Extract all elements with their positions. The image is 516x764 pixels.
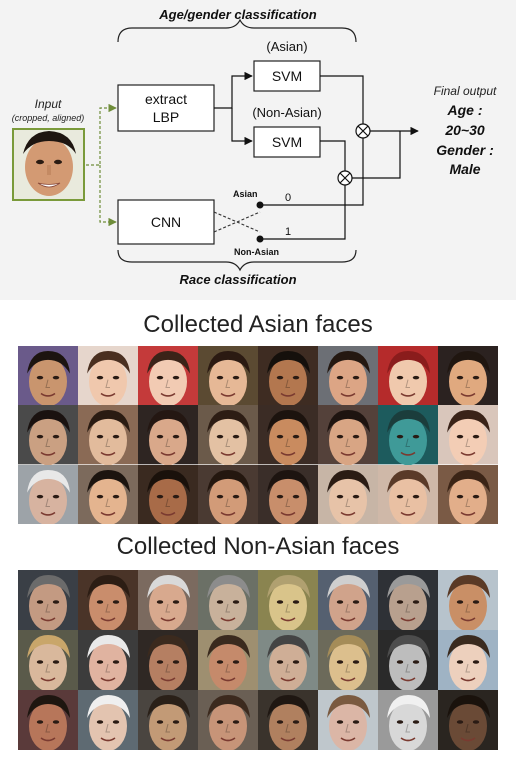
final-output-label: Final output (434, 84, 497, 98)
asian-face-tile (78, 346, 138, 406)
output-zero-label: 0 (285, 192, 291, 204)
pipeline-diagram-canvas: Age/gender classification Input (cropped… (12, 7, 497, 287)
asian-face-tile (378, 405, 438, 465)
non-asian-face-tile (318, 570, 378, 630)
svm-asian-output-line (320, 75, 364, 124)
switch-asian-label: Asian (233, 189, 258, 199)
asian-face-tile (18, 464, 78, 524)
input-sublabel: (cropped, aligned) (12, 113, 85, 123)
non-asian-face-tile (258, 630, 318, 690)
asian-face-tile (378, 464, 438, 524)
asian-branch-label: (Asian) (266, 39, 307, 54)
lbp-box (117, 84, 215, 132)
non-asian-face-tile (78, 690, 138, 750)
top-title: Age/gender classification (158, 7, 317, 22)
asian-face-tile (258, 346, 318, 406)
non-asian-face-tile (378, 570, 438, 630)
non-asian-face-tile (18, 630, 78, 690)
non-asian-face-tile (438, 690, 498, 750)
asian-face-tile (78, 405, 138, 465)
asian-face-tile (138, 464, 198, 524)
asian-face-tile (198, 346, 258, 406)
asian-face-tile (378, 346, 438, 406)
switch-non-asian-label: Non-Asian (234, 247, 279, 257)
non-asian-face-tile (438, 570, 498, 630)
top-brace (117, 18, 357, 43)
bottom-title: Race classification (179, 272, 296, 287)
asian-face-tile (18, 405, 78, 465)
asian-face-tile (18, 346, 78, 406)
non-asian-face-tile (78, 630, 138, 690)
multiplier-bottom (337, 170, 353, 186)
svm-non-asian-output-line (320, 140, 346, 171)
svm-non-asian-label: SVM (272, 134, 302, 150)
output-one-label: 1 (285, 226, 291, 238)
input-to-lbp-arrow (86, 103, 117, 166)
result-line-age-value: 20~30 (444, 122, 485, 138)
result-line-gender-value: Male (449, 161, 480, 177)
bottom-brace (117, 249, 357, 272)
non-asian-face-tile (438, 630, 498, 690)
asian-face-tile (438, 405, 498, 465)
asian-face-tile (78, 464, 138, 524)
cnn-box (117, 199, 215, 245)
result-line-age-label: Age : (447, 102, 483, 118)
non-asian-branch-label: (Non-Asian) (252, 105, 321, 120)
non-asian-face-tile (138, 570, 198, 630)
non-asian-faces-title: Collected Non-Asian faces (116, 533, 400, 560)
non-asian-face-tile (18, 690, 78, 750)
asian-faces-grid (18, 346, 498, 524)
non-asian-face-tile (198, 630, 258, 690)
lbp-line-1: extract (145, 91, 187, 107)
pipeline-diagram: Age/gender classification Input (cropped… (0, 0, 516, 300)
asian-face-tile (198, 405, 258, 465)
input-face (12, 128, 85, 201)
asian-face-tile (138, 346, 198, 406)
bottom-multiplier-to-output (352, 131, 401, 179)
non-asian-face-tile (258, 690, 318, 750)
switch-cross-lines (213, 211, 261, 233)
non-asian-face-tile (378, 690, 438, 750)
asian-face-tile (258, 405, 318, 465)
result-line-gender-label: Gender : (436, 142, 494, 158)
lbp-to-svm-asian-arrow (214, 71, 253, 109)
asian-face-tile (258, 464, 318, 524)
switch-zero-line (260, 138, 364, 206)
non-asian-face-tile (138, 690, 198, 750)
asian-face-tile (318, 464, 378, 524)
non-asian-face-tile (198, 570, 258, 630)
non-asian-face-tile (78, 570, 138, 630)
input-label: Input (35, 97, 62, 111)
non-asian-face-tile (378, 630, 438, 690)
non-asian-face-tile (138, 630, 198, 690)
asian-face-tile (318, 346, 378, 406)
non-asian-face-tile (198, 690, 258, 750)
cnn-label: CNN (151, 214, 181, 230)
lbp-line-2: LBP (153, 109, 179, 125)
non-asian-face-tile (18, 570, 78, 630)
input-to-cnn-arrow (99, 165, 117, 227)
svm-non-asian-box (253, 126, 321, 158)
asian-face-tile (138, 405, 198, 465)
svm-asian-label: SVM (272, 68, 302, 84)
lbp-to-svm-non-asian-arrow (231, 108, 253, 146)
asian-face-tile (438, 464, 498, 524)
non-asian-face-tile (318, 690, 378, 750)
switch-one-line (260, 185, 346, 240)
asian-faces-title: Collected Asian faces (143, 311, 373, 338)
asian-face-tile (198, 464, 258, 524)
asian-face-tile (438, 346, 498, 406)
non-asian-face-tile (258, 570, 318, 630)
non-asian-faces-grid (18, 570, 498, 750)
asian-face-tile (318, 405, 378, 465)
non-asian-face-tile (318, 630, 378, 690)
multiplier-top (355, 123, 371, 139)
